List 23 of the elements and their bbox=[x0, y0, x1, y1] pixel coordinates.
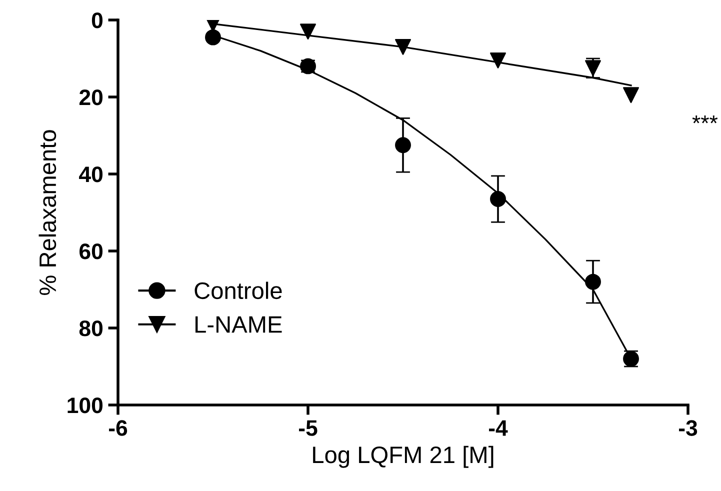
x-tick-label: -5 bbox=[298, 420, 318, 436]
point bbox=[623, 87, 639, 104]
text: *** bbox=[692, 115, 718, 124]
point bbox=[490, 52, 506, 68]
x-axis-title: Log LQFM 21 [M] bbox=[313, 446, 494, 468]
point bbox=[585, 274, 601, 290]
point bbox=[490, 191, 506, 208]
y-tick-label: 60 bbox=[80, 244, 103, 260]
y-tick-label: 80 bbox=[79, 320, 103, 336]
x-tick-label: -3 bbox=[678, 420, 698, 436]
point bbox=[395, 38, 411, 55]
y-tick-label: 20 bbox=[79, 90, 103, 106]
x-tick-label: -6 bbox=[108, 420, 128, 436]
y-tick-label: 40 bbox=[79, 166, 103, 182]
point bbox=[205, 29, 221, 46]
point bbox=[300, 24, 316, 40]
legend-label: L-NAME bbox=[195, 316, 282, 333]
y-axis-title: % Relaxamento bbox=[38, 130, 56, 295]
x-tick-label: -4 bbox=[488, 420, 508, 436]
y-tick-label: 0 bbox=[92, 12, 103, 28]
y-tick-label: 100 bbox=[68, 398, 103, 414]
legend-label: Controle bbox=[194, 282, 282, 300]
point bbox=[395, 137, 411, 154]
